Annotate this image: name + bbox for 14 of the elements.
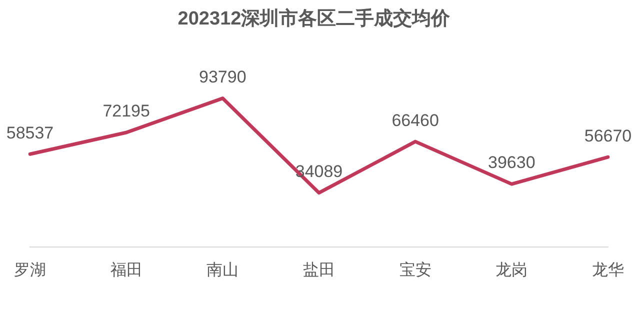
data-label: 93790 (199, 67, 246, 86)
data-label: 72195 (102, 102, 150, 121)
data-label: 39630 (488, 153, 536, 172)
data-label: 66460 (392, 110, 439, 130)
x-tick-label: 罗湖 (14, 260, 46, 279)
x-tick-label: 南山 (206, 260, 239, 279)
x-tick-label: 龙华 (592, 260, 624, 279)
x-tick-label: 盐田 (303, 260, 335, 279)
x-tick-label: 福田 (110, 260, 142, 279)
x-tick-label: 宝安 (399, 260, 432, 279)
x-tick-label: 龙岗 (496, 260, 528, 279)
data-label: 58537 (6, 123, 54, 142)
chart-title: 202312深圳市各区二手成交均价 (178, 8, 452, 30)
data-label: 56670 (584, 126, 632, 146)
